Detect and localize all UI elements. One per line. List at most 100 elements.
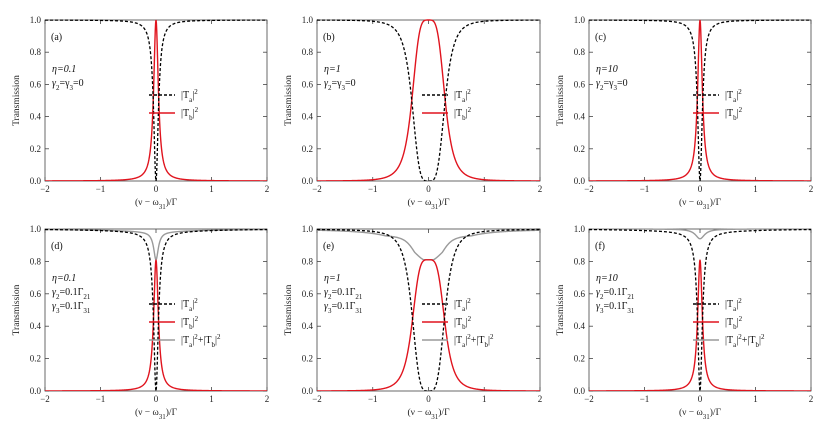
x-tick-label: −2 [312,184,322,194]
panel-label: (f) [595,241,605,252]
y-tick-label: 0.0 [30,176,42,186]
series-line-Tb [589,259,811,391]
x-tick-label: 1 [209,184,214,194]
y-tick-label: 1.0 [30,224,42,234]
y-tick-label: 0.4 [574,112,586,122]
x-tick-label: −1 [96,394,106,404]
y-tick-label: 0.8 [302,47,314,57]
y-tick-label: 1.0 [574,15,586,25]
series-line-sum [317,229,540,261]
series-line-Ta [589,19,811,181]
series-line-sum [45,228,267,261]
y-tick-label: 0.4 [30,321,42,331]
x-tick-label: 0 [426,394,431,404]
x-tick-label: 0 [426,184,431,194]
legend-label: |Tb|2 [181,106,199,122]
y-tick-label: 0.0 [574,176,586,186]
y-tick-label: 0.2 [574,354,585,364]
y-tick-label: 0.8 [574,47,586,57]
annotation-3: γ3=0.1Γ31 [324,301,363,315]
plot-frame [588,19,812,182]
legend-label: |Tb|2 [454,106,472,122]
series-line-Tb [45,259,267,391]
panel-label: (d) [51,241,63,252]
annotation-1: η=0.1 [52,273,76,284]
series-line-Ta [317,19,540,181]
legend-label: |Ta|2 [725,297,742,313]
chart-panel-f: −2 −1 0 1 2 0.0 0.2 0.4 0.6 0.8 1.0 Transmission (ν … [556,224,813,421]
y-tick-label: 1.0 [302,224,314,234]
annotation-3: γ3=0.1Γ31 [596,301,635,315]
y-tick-label: 0.0 [574,386,586,396]
legend-label: |Tb|2 [181,315,199,331]
x-tick-label: 2 [538,394,543,404]
annotation-1: η=1 [324,273,341,284]
plot-frame [44,19,268,182]
x-axis-label: (ν − ω31)/Γ [679,407,722,421]
y-tick-label: 0.6 [574,289,586,299]
y-tick-label: 0.2 [30,354,41,364]
legend-label: |Tb|2 [725,106,743,122]
x-tick-label: −2 [312,394,322,404]
panel-label: (c) [595,32,606,43]
chart-panel-d: −2 −1 0 1 2 0.0 0.2 0.4 0.6 0.8 1.0 Transmission (ν … [12,224,269,421]
chart-panel-b: −2 −1 0 1 2 0.0 0.2 0.4 0.6 0.8 1.0 Transmission (ν … [284,15,542,211]
x-tick-label: 1 [482,184,487,194]
annotation-1: η=0.1 [52,64,76,75]
y-tick-label: 0.4 [30,112,42,122]
series-line-Tb [589,19,811,181]
x-axis-label: (ν − ω31)/Γ [407,197,450,211]
y-axis-label: Transmission [556,284,566,335]
chart-panel-a: −2 −1 0 1 2 0.0 0.2 0.4 0.6 0.8 1.0 Transmission (ν … [12,15,269,211]
y-tick-label: 0.6 [302,79,314,89]
legend-label: |Ta|2+|Tb|2 [454,333,494,349]
legend-label: |Ta|2 [181,297,198,313]
x-tick-label: 2 [538,184,543,194]
x-axis-label: (ν − ω31)/Γ [135,407,178,421]
y-tick-label: 0.4 [302,112,314,122]
series-line-sum [589,228,811,240]
series-line-Ta [45,19,267,181]
y-axis-label: Transmission [556,75,566,126]
annotation-2: γ2=γ3=0 [324,78,356,92]
x-tick-label: 0 [698,184,703,194]
y-tick-label: 0.8 [302,256,314,266]
x-axis-label: (ν − ω31)/Γ [135,197,178,211]
x-tick-label: −1 [368,184,378,194]
y-tick-label: 0.8 [30,256,42,266]
x-tick-label: −1 [368,394,378,404]
legend-label: |Ta|2 [181,88,198,104]
y-tick-label: 0.8 [30,47,42,57]
x-tick-label: 1 [753,184,758,194]
x-tick-label: −2 [584,394,594,404]
annotation-2: γ2=0.1Γ21 [324,287,363,301]
x-tick-label: −1 [96,184,106,194]
x-tick-label: −1 [640,394,650,404]
y-tick-label: 0.6 [30,289,42,299]
annotation-1: η=1 [324,64,341,75]
x-tick-label: 0 [154,394,159,404]
y-tick-label: 0.0 [302,386,314,396]
x-tick-label: 2 [265,184,270,194]
y-tick-label: 0.2 [302,354,313,364]
y-tick-label: 1.0 [30,15,42,25]
y-tick-label: 0.0 [30,386,42,396]
x-tick-label: 2 [265,394,270,404]
y-axis-label: Transmission [12,75,22,126]
series-line-Ta [317,228,540,391]
y-tick-label: 0.2 [574,144,585,154]
y-tick-label: 0.4 [574,321,586,331]
x-axis-label: (ν − ω31)/Γ [407,407,450,421]
panel-label: (b) [323,32,335,43]
annotation-1: η=10 [596,64,618,75]
x-tick-label: 0 [154,184,159,194]
series-line-Ta [45,228,267,391]
panel-label: (a) [51,32,62,43]
legend-label: |Tb|2 [725,315,743,331]
y-tick-label: 0.6 [302,289,314,299]
annotation-2: γ2=γ3=0 [596,78,628,92]
x-tick-label: 0 [698,394,703,404]
series-line-Tb [317,19,540,181]
annotation-2: γ2=γ3=0 [52,78,84,92]
